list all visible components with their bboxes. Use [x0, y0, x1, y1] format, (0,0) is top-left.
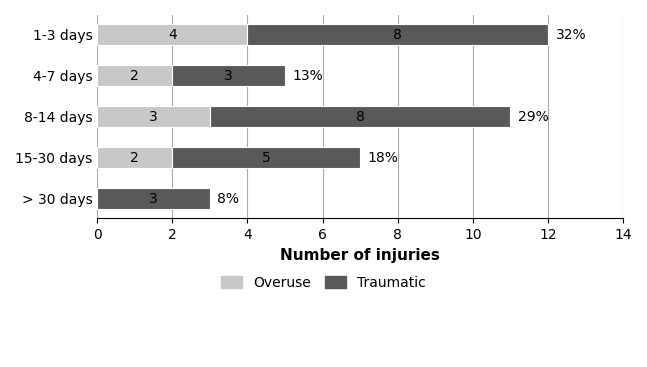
Bar: [247, 24, 548, 45]
Text: 3: 3: [149, 192, 158, 206]
Text: 8: 8: [393, 28, 402, 41]
Bar: [172, 65, 285, 86]
Text: 32%: 32%: [556, 28, 586, 41]
Bar: [172, 148, 360, 168]
Bar: [97, 148, 172, 168]
Text: 8: 8: [356, 110, 365, 124]
Bar: [97, 24, 247, 45]
X-axis label: Number of injuries: Number of injuries: [280, 247, 440, 262]
Legend: Overuse, Traumatic: Overuse, Traumatic: [214, 269, 432, 297]
Text: 8%: 8%: [217, 192, 239, 206]
Text: 3: 3: [149, 110, 158, 124]
Text: 2: 2: [130, 151, 139, 165]
Text: 3: 3: [225, 69, 233, 83]
Text: 18%: 18%: [367, 151, 399, 165]
Bar: [97, 189, 210, 209]
Bar: [97, 106, 210, 127]
Text: 4: 4: [168, 28, 177, 41]
Text: 5: 5: [262, 151, 270, 165]
Text: 2: 2: [130, 69, 139, 83]
Text: 13%: 13%: [292, 69, 324, 83]
Text: 29%: 29%: [518, 110, 549, 124]
Bar: [210, 106, 510, 127]
Bar: [97, 65, 172, 86]
